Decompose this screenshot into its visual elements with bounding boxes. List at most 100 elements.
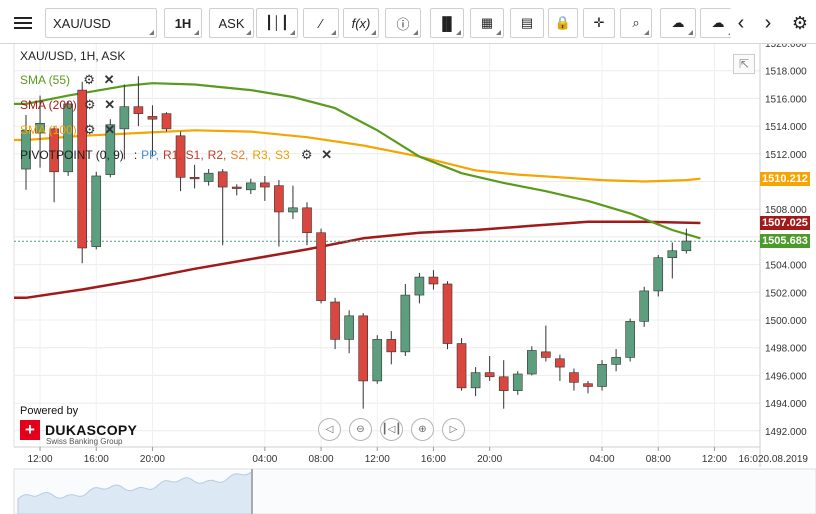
legend-pivot-item: R1, xyxy=(162,148,182,162)
powered-by-logo: Powered by + DUKASCOPY Swiss Banking Gro… xyxy=(20,405,137,446)
bullish-candle xyxy=(653,257,664,292)
bullish-candle xyxy=(21,129,31,170)
timeframe-label: 1H xyxy=(174,15,192,31)
y-axis-tick-label: 1516.000 xyxy=(765,94,807,105)
bearish-candle xyxy=(316,232,326,301)
sma100-settings-icon[interactable]: ⚙ xyxy=(83,122,96,137)
sma100-remove-icon[interactable]: ✕ xyxy=(104,122,116,137)
legend-sma100: SMA (100) ⚙ ✕ xyxy=(20,122,117,138)
legend-sma200: SMA (200) ⚙ ✕ xyxy=(20,97,117,113)
legend-sma200-label: SMA (200) xyxy=(20,98,77,112)
gear-icon[interactable]: ⚙ xyxy=(788,8,812,38)
bullish-candle xyxy=(639,290,650,322)
bullish-candle xyxy=(203,172,214,182)
function-icon[interactable]: f(x) xyxy=(343,8,379,38)
bearish-candle xyxy=(428,276,439,285)
crosshair-icon[interactable]: ✛ xyxy=(583,8,615,38)
zoom-out-button[interactable]: ⊖ xyxy=(349,418,372,441)
legend-pivot-separator: : xyxy=(133,148,138,162)
bullish-candle xyxy=(667,250,678,258)
offer-side-selector[interactable]: ASK xyxy=(209,8,254,38)
reset-zoom-button[interactable]: ┃◁┃ xyxy=(380,418,403,441)
info-icon[interactable]: ⓘ xyxy=(385,8,421,38)
x-axis-tick-label: 04:00 xyxy=(590,454,615,465)
bearish-candle xyxy=(189,177,200,180)
drawing-pen-icon[interactable]: ∕ xyxy=(303,8,339,38)
bearish-candle xyxy=(231,186,242,189)
y-axis-tick-label: 1496.000 xyxy=(765,371,807,382)
legend-pivot-items: PP, R1, S1, R2, S2, R3, S3 xyxy=(141,148,294,162)
scroll-right-button[interactable]: ▷ xyxy=(442,418,465,441)
pivot-remove-icon[interactable]: ✕ xyxy=(321,147,333,162)
x-axis-tick-label: 16:00 xyxy=(84,454,109,465)
dukascopy-logo: + DUKASCOPY xyxy=(20,420,137,440)
candle-type-icon[interactable]: ┃│┃ xyxy=(256,8,298,38)
news-icon[interactable]: ▤ xyxy=(510,8,544,38)
legend-sma55: SMA (55) ⚙ ✕ xyxy=(20,72,116,88)
x-axis-tick-label: 08:00 xyxy=(309,454,334,465)
x-axis-tick-label: 12:00 xyxy=(28,454,53,465)
instrument-selector[interactable]: XAU/USD xyxy=(45,8,157,38)
lock-icon[interactable]: 🔒 xyxy=(548,8,578,38)
bearish-candle xyxy=(217,171,228,188)
timeframe-selector[interactable]: 1H xyxy=(164,8,202,38)
bearish-candle xyxy=(386,339,397,353)
upload-cloud-icon[interactable]: ☁ xyxy=(660,8,696,38)
bearish-candle xyxy=(330,301,340,340)
chevron-left-icon[interactable]: ‹ xyxy=(730,8,752,38)
offer-side-label: ASK xyxy=(218,15,245,31)
y-axis-tick-label: 1500.000 xyxy=(765,316,807,327)
chevron-right-icon[interactable]: › xyxy=(757,8,779,38)
plot-area xyxy=(14,44,760,447)
sma55-settings-icon[interactable]: ⚙ xyxy=(83,72,95,87)
instrument-label: XAU/USD xyxy=(53,15,111,31)
price-tag: 1505.683 xyxy=(760,234,810,249)
sma55-remove-icon[interactable]: ✕ xyxy=(103,72,115,87)
calendar-icon[interactable]: ▦ xyxy=(470,8,504,38)
zoom-icon[interactable]: ⌕ xyxy=(620,8,652,38)
bullish-candle xyxy=(105,124,116,175)
scroll-left-button[interactable]: ◁ xyxy=(318,418,341,441)
y-axis-tick-label: 1508.000 xyxy=(765,205,807,216)
bearish-candle xyxy=(484,372,495,378)
bearish-candle xyxy=(161,113,172,130)
bullish-candle xyxy=(344,315,354,340)
legend-pivot-item: S3 xyxy=(275,148,290,162)
bullish-candle xyxy=(470,372,481,389)
bullish-candle xyxy=(91,175,102,247)
zoom-in-button[interactable]: ⊕ xyxy=(411,418,434,441)
x-axis-tick-label: 04:00 xyxy=(252,454,277,465)
x-axis-tick-label: 08:00 xyxy=(646,454,671,465)
bearish-candle xyxy=(49,128,59,173)
sma200-remove-icon[interactable]: ✕ xyxy=(104,97,116,112)
bullish-candle xyxy=(625,321,635,358)
sma200-line xyxy=(14,220,701,300)
pivot-settings-icon[interactable]: ⚙ xyxy=(300,147,313,162)
legend-pivotpoint: PIVOTPOINT (0, 9) : PP, R1, S1, R2, S2, R3, S3… xyxy=(20,147,334,163)
bearish-candle xyxy=(77,89,87,249)
bearish-candle xyxy=(555,358,565,368)
bearish-candle xyxy=(133,106,144,114)
x-axis-tick-label: 16:00 xyxy=(421,454,446,465)
bearish-candle xyxy=(583,383,593,387)
bullish-candle xyxy=(526,350,537,375)
bullish-candle xyxy=(35,123,45,134)
chart-canvas[interactable]: 1520.000 1518.000 1516.000 1514.000 1512.000… xyxy=(0,39,816,514)
bullish-candle xyxy=(611,357,621,365)
bullish-candle xyxy=(372,339,383,382)
bearish-candle xyxy=(569,372,579,383)
bar-chart-icon[interactable]: ▐▌ xyxy=(430,8,464,38)
y-axis-tick-label: 1514.000 xyxy=(765,122,807,133)
bullish-candle xyxy=(119,106,130,130)
swiss-cross-icon: + xyxy=(20,420,40,440)
price-chart[interactable]: 1520.000 1518.000 1516.000 1514.000 1512.000… xyxy=(0,39,816,514)
y-axis-tick-label: 1492.000 xyxy=(765,427,807,438)
bullish-candle xyxy=(246,182,256,191)
bearish-candle xyxy=(302,207,312,234)
brand-tagline: Swiss Banking Group xyxy=(46,437,123,446)
expand-chart-icon[interactable]: ⇱ xyxy=(733,54,755,74)
hamburger-icon[interactable] xyxy=(6,8,40,38)
legend-pivot-label: PIVOTPOINT (0, 9) xyxy=(20,148,124,162)
sma200-settings-icon[interactable]: ⚙ xyxy=(83,97,96,112)
